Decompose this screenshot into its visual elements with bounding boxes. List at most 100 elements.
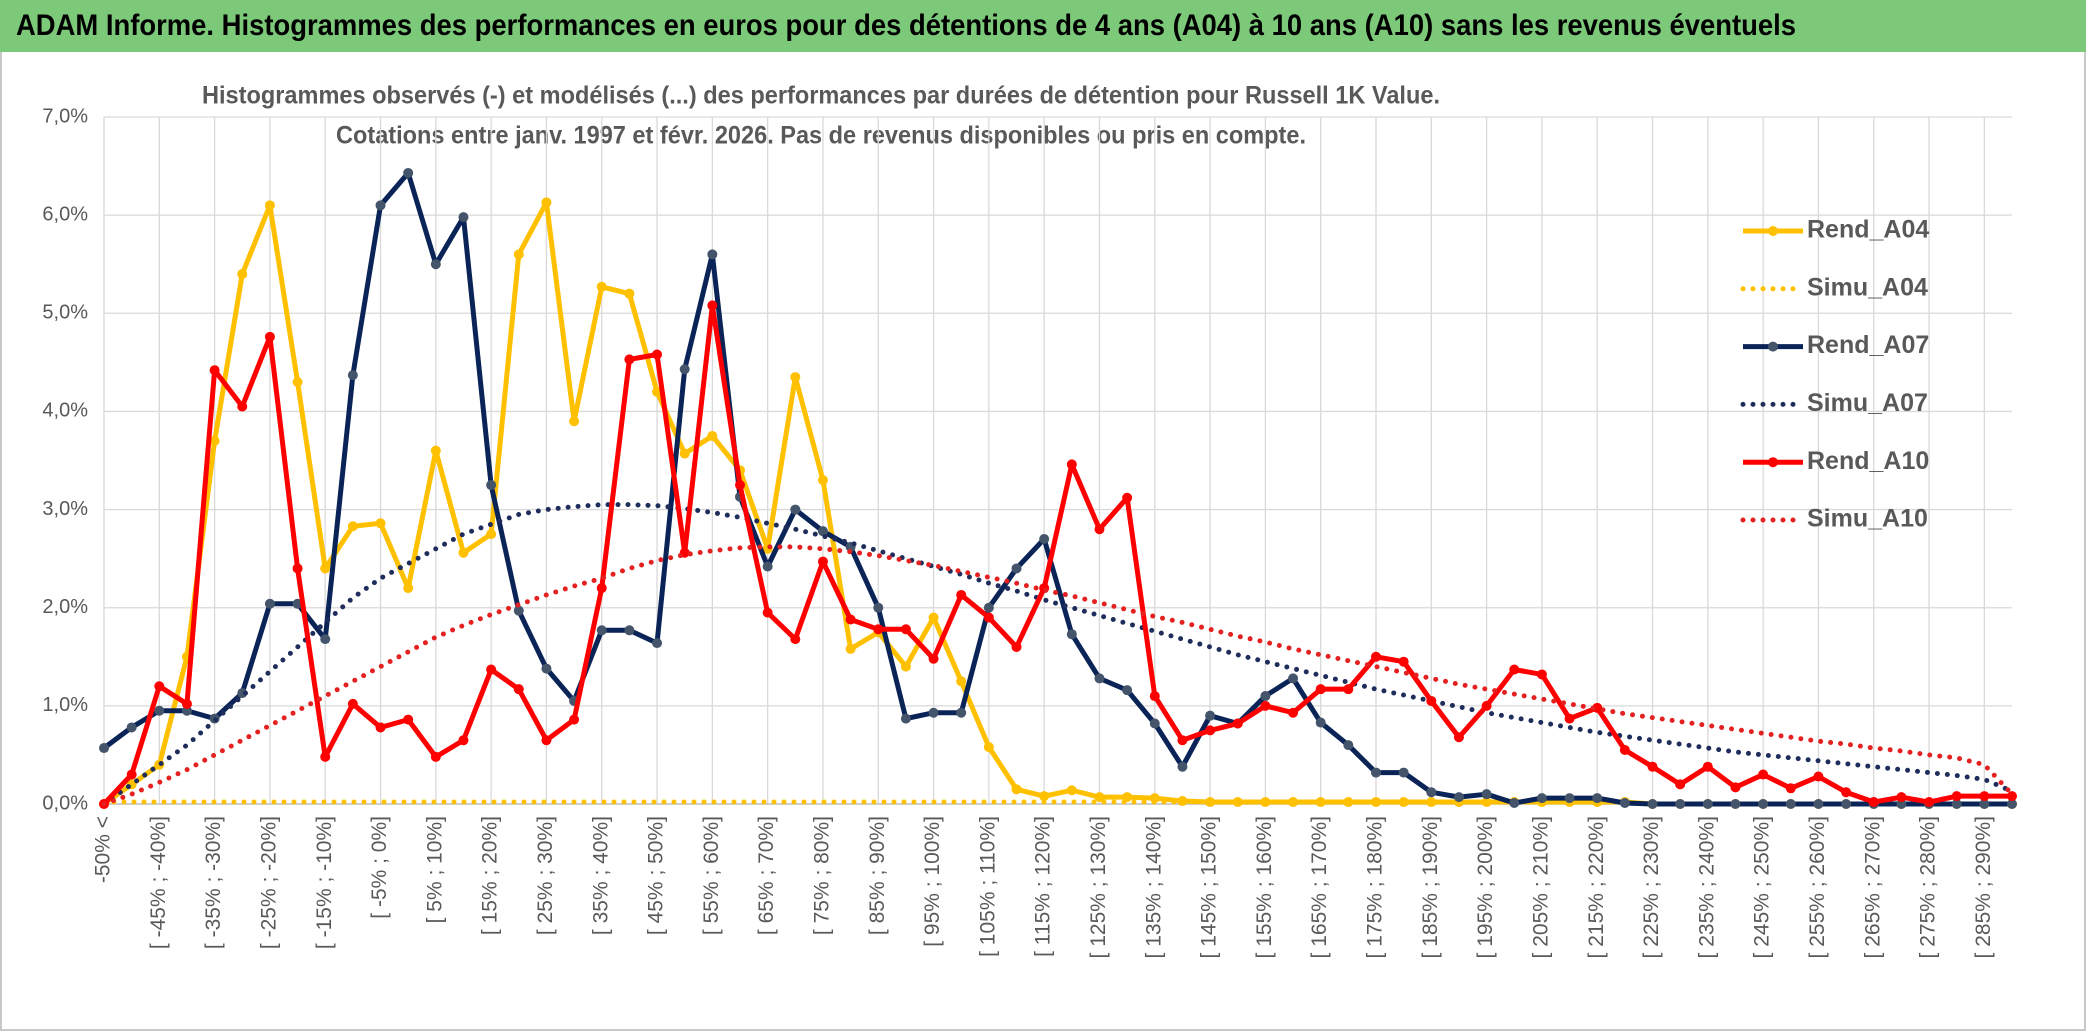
data-point <box>652 349 663 360</box>
data-point <box>541 197 552 208</box>
data-point <box>983 612 994 623</box>
data-point <box>900 661 911 672</box>
legend-marker <box>1768 226 1778 236</box>
data-point <box>1122 685 1133 696</box>
data-point <box>1564 713 1575 724</box>
data-point <box>1094 524 1105 535</box>
x-tick-label: [ 65% ; 70%] <box>755 816 778 935</box>
x-tick-label: [ -25% ; -20%] <box>257 816 280 949</box>
y-tick-label: 6,0% <box>42 203 88 225</box>
legend-marker <box>1768 457 1778 468</box>
data-point <box>1094 673 1105 684</box>
x-tick-label: [ 245% ; 250%] <box>1751 816 1774 958</box>
data-point <box>292 376 303 387</box>
data-point <box>1647 761 1658 772</box>
data-point <box>1149 691 1160 702</box>
data-point <box>320 563 331 574</box>
x-tick-label: [ 85% ; 90%] <box>866 816 889 935</box>
x-tick-label: [ -15% ; -10%] <box>313 816 336 949</box>
x-tick-label: [ 265% ; 270%] <box>1861 816 1884 958</box>
data-point <box>596 281 607 292</box>
legend: Rend_A04 Simu_A04 Rend_A07 Simu_A07 Rend_A10… <box>1740 216 1929 533</box>
data-point <box>1343 740 1354 751</box>
data-point <box>1343 684 1354 695</box>
y-tick-label: 4,0% <box>42 400 88 422</box>
x-tick-label: [ 275% ; 280%] <box>1917 816 1940 958</box>
x-tick-label: [ 205% ; 210%] <box>1529 816 1552 958</box>
data-point <box>1066 459 1077 470</box>
data-point <box>956 589 967 600</box>
data-point <box>845 643 856 654</box>
data-point <box>956 707 967 718</box>
x-tick-label: [ 155% ; 160%] <box>1253 816 1276 958</box>
data-point <box>1066 629 1077 640</box>
data-point <box>1426 695 1437 706</box>
data-point <box>1896 799 1907 809</box>
data-point <box>1758 799 1769 809</box>
plot-area: 0,0% 1,0% 2,0% 3,0% 4,0% 5,0% 6,0% 7,0% -50% < [ … <box>42 105 2017 958</box>
legend-label: Simu_A04 <box>1807 273 1928 301</box>
data-point <box>458 212 469 223</box>
x-tick-label: [ 5% ; 10%] <box>423 816 446 923</box>
data-point <box>347 521 358 532</box>
data-point <box>320 634 331 645</box>
data-point <box>403 583 414 594</box>
data-point <box>1509 798 1520 809</box>
data-point <box>1536 793 1547 804</box>
data-point <box>513 605 524 616</box>
data-point <box>1177 735 1188 746</box>
data-point <box>762 607 773 618</box>
data-point <box>956 676 967 687</box>
data-point <box>652 638 663 649</box>
x-tick-label: [ 125% ; 130%] <box>1087 816 1110 958</box>
data-point <box>1592 702 1603 713</box>
x-tick-label: [ 25% ; 30%] <box>534 816 557 935</box>
data-point <box>486 529 497 540</box>
legend-label: Simu_A07 <box>1807 389 1928 417</box>
data-point <box>817 556 828 567</box>
data-point <box>1149 718 1160 729</box>
x-tick-label: [ 175% ; 180%] <box>1364 816 1387 958</box>
data-point <box>983 742 994 753</box>
data-point <box>430 751 441 762</box>
data-point <box>1315 684 1326 695</box>
data-point <box>1398 656 1409 667</box>
data-point <box>513 684 524 695</box>
data-point <box>873 602 884 613</box>
data-point <box>1702 761 1713 772</box>
data-point <box>1122 492 1133 503</box>
data-point <box>1813 799 1824 809</box>
data-point <box>1730 782 1741 793</box>
header-bar <box>0 0 2086 52</box>
data-point <box>1730 799 1741 809</box>
legend-marker <box>1768 341 1778 352</box>
model-line <box>101 544 2015 807</box>
data-line <box>102 170 2012 807</box>
x-tick-label: [ -35% ; -30%] <box>202 816 225 949</box>
x-tick-label: [ 225% ; 230%] <box>1640 816 1663 958</box>
data-point <box>375 518 386 529</box>
data-point <box>347 370 358 381</box>
x-tick-label: [ 215% ; 220%] <box>1585 816 1608 958</box>
data-point <box>1371 767 1381 778</box>
x-tick-label: [ 95% ; 100%] <box>921 816 944 947</box>
data-point <box>873 624 884 635</box>
data-point <box>209 365 220 376</box>
x-tick-label: [ 15% ; 20%] <box>479 816 502 935</box>
y-tick-label: 0,0% <box>42 792 88 814</box>
x-tick-label: [ 185% ; 190%] <box>1419 816 1442 958</box>
data-point <box>1371 651 1381 662</box>
data-point <box>486 664 497 675</box>
data-point <box>1453 732 1464 743</box>
data-point <box>126 769 137 780</box>
data-point <box>541 663 552 674</box>
data-point <box>1592 793 1603 804</box>
legend-label: Rend_A07 <box>1807 331 1929 359</box>
data-point <box>1011 641 1022 652</box>
data-point <box>403 714 414 725</box>
data-point <box>154 681 165 692</box>
data-point <box>624 354 635 365</box>
data-point <box>1564 793 1575 804</box>
data-point <box>928 612 939 623</box>
